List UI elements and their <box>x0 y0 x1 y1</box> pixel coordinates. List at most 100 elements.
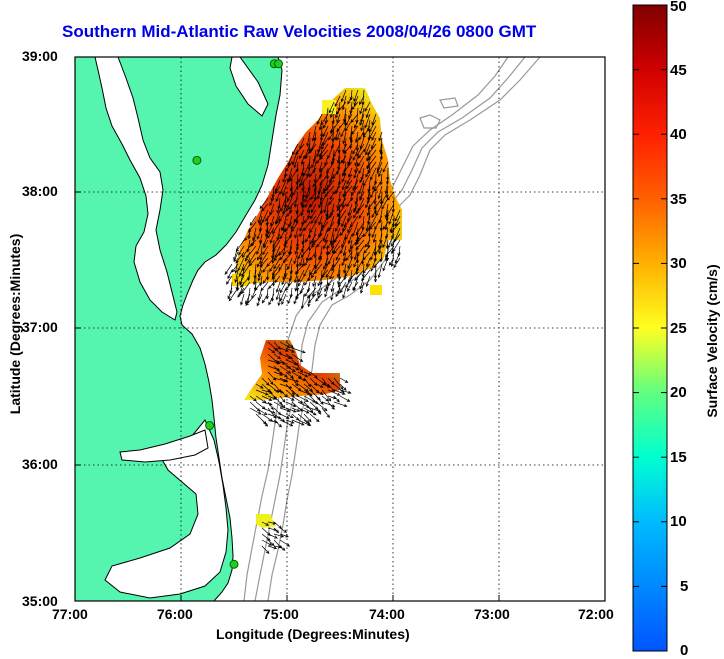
velocity-arrow <box>297 401 311 409</box>
velocity-arrow <box>291 395 304 404</box>
velocity-arrow <box>315 401 328 412</box>
velocity-arrow <box>359 101 365 115</box>
velocity-arrow <box>276 215 281 225</box>
x-tick-label: 75:00 <box>263 606 299 622</box>
velocity-arrow <box>342 245 347 257</box>
velocity-arrow <box>273 533 285 538</box>
velocity-arrow <box>333 377 344 390</box>
velocity-arrow <box>304 197 311 208</box>
velocity-arrow <box>303 221 311 232</box>
velocity-arrow <box>353 245 359 261</box>
velocity-arrow <box>261 521 270 526</box>
velocity-arrow <box>333 245 341 254</box>
velocity-arrow <box>262 245 269 256</box>
velocity-arrow <box>279 401 286 409</box>
velocity-arrow <box>347 281 353 292</box>
velocity-arrow <box>309 401 319 410</box>
velocity-arrow <box>267 545 278 550</box>
x-tick-label: 77:00 <box>52 606 88 622</box>
velocity-arrow <box>306 167 311 178</box>
x-tick-label: 76:00 <box>157 606 193 622</box>
velocity-arrow <box>309 209 317 220</box>
velocity-arrow <box>267 539 275 547</box>
velocity-arrow <box>273 341 281 350</box>
velocity-arrow <box>364 239 371 248</box>
velocity-arrow <box>371 137 377 150</box>
velocity-arrow <box>279 395 286 403</box>
velocity-arrow <box>309 413 320 423</box>
velocity-arrow <box>360 119 365 132</box>
velocity-arrow <box>279 389 288 398</box>
velocity-arrow <box>285 197 293 212</box>
velocity-arrow <box>268 281 275 290</box>
velocity-arrow <box>341 191 347 208</box>
velocity-arrow <box>373 257 383 269</box>
velocity-arrow <box>242 257 251 272</box>
velocity-arrow <box>344 119 353 132</box>
velocity-arrow <box>261 419 269 427</box>
velocity-arrow <box>365 143 371 156</box>
velocity-arrow <box>287 257 293 271</box>
velocity-arrow <box>287 155 293 167</box>
velocity-arrow <box>309 263 317 276</box>
velocity-arrow <box>285 413 294 419</box>
plot-frame <box>74 56 606 602</box>
velocity-arrow <box>247 227 251 240</box>
velocity-arrow <box>299 251 305 267</box>
velocity-arrow <box>328 209 335 219</box>
velocity-arrow <box>262 275 269 285</box>
velocity-arrow <box>377 185 383 200</box>
velocity-arrow <box>345 251 353 262</box>
velocity-arrow <box>318 119 323 131</box>
y-tick-label: 35:00 <box>22 593 58 609</box>
velocity-arrow <box>295 179 300 191</box>
velocity-arrow <box>328 197 335 206</box>
velocity-arrow <box>256 293 263 307</box>
velocity-arrow <box>352 149 359 161</box>
velocity-arrow <box>318 161 323 173</box>
velocity-arrow <box>346 197 353 208</box>
colorbar-tick: 15 <box>670 449 687 466</box>
velocity-arrow <box>340 155 347 164</box>
velocity-arrow <box>359 275 365 290</box>
colorbar-tick: 45 <box>670 62 687 79</box>
velocity-arrow <box>355 233 365 245</box>
colorbar-tick: 25 <box>670 320 687 337</box>
velocity-arrow <box>285 365 296 372</box>
velocity-arrow <box>324 287 329 298</box>
velocity-arrow <box>336 197 347 212</box>
velocity-arrow <box>291 365 300 371</box>
velocity-arrow <box>374 173 378 185</box>
velocity-arrow <box>303 419 311 426</box>
velocity-arrow <box>371 113 377 126</box>
velocity-arrow <box>339 227 347 236</box>
velocity-arrow <box>236 281 240 292</box>
velocity-arrow <box>303 413 312 423</box>
map-title: Southern Mid-Atlantic Raw Velocities 200… <box>62 22 537 41</box>
colorbar-tick: 35 <box>670 191 687 208</box>
velocity-arrow <box>279 365 292 374</box>
velocity-arrow <box>304 287 311 297</box>
velocity-arrow <box>279 227 287 240</box>
velocity-arrow <box>311 227 317 244</box>
velocity-arrow <box>394 209 401 222</box>
velocity-arrow <box>315 293 323 302</box>
velocity-arrow <box>327 245 335 256</box>
velocity-arrow <box>294 227 299 239</box>
velocity-arrow <box>308 239 312 252</box>
velocity-arrow <box>324 281 329 293</box>
grid-lines <box>75 57 605 601</box>
velocity-arrow <box>347 233 353 245</box>
velocity-arrow <box>338 173 342 186</box>
velocity-arrow <box>261 395 273 401</box>
velocity-arrow <box>307 293 317 304</box>
velocity-arrow <box>311 239 317 249</box>
velocity-arrow <box>382 233 389 249</box>
velocity-arrow <box>347 95 353 105</box>
velocity-arrow <box>297 371 309 378</box>
velocity-arrow <box>275 281 281 293</box>
pamlico-sound <box>104 419 229 599</box>
velocity-arrow <box>364 113 371 129</box>
velocity-arrow <box>241 245 251 259</box>
colorbar-tick: 50 <box>670 0 687 15</box>
